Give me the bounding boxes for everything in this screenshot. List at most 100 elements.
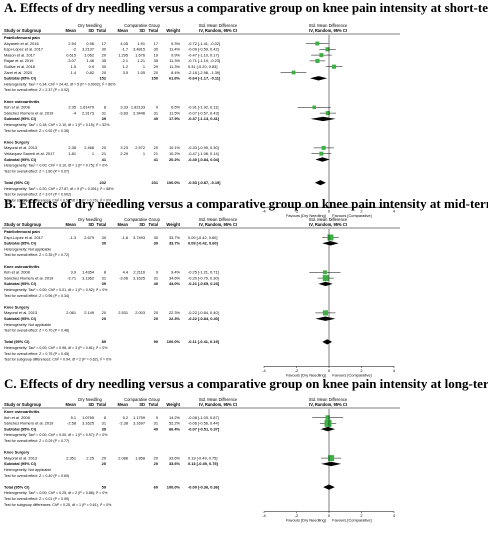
sd-1: 2.679 (84, 235, 94, 240)
total-2: 40 (154, 426, 158, 431)
subtotal-diamond (315, 157, 330, 162)
smd-ci-text: -0.22 [-0.84, 0.40] (188, 316, 220, 321)
total-2: 150 (152, 76, 159, 81)
mean-2: -3.83 (119, 110, 128, 115)
effect-square (328, 455, 335, 462)
mean-2: -1.6 (121, 235, 128, 240)
x-tick-label: 4 (393, 209, 396, 214)
total-1: 20 (102, 461, 106, 466)
subgroup-label: Patellofemoral pain (4, 35, 41, 40)
total-1: 30 (102, 241, 106, 246)
total-2: 20 (154, 145, 159, 150)
total-2: 29 (154, 64, 158, 69)
smd-ci-text: -0.47 [-1.08, 0.14] (188, 151, 219, 156)
stat-note: Test for overall effect: Z = 0.29 (P = 0… (4, 439, 69, 443)
header-mean-2: Mean (118, 28, 129, 33)
smd-ci-text: -0.22 [-0.84, 0.40] (188, 310, 219, 315)
total-1: 20 (102, 145, 107, 150)
study-label: Sánchez Romero et al. 2019 (4, 110, 53, 115)
subgroup-label: Patellofemoral pain (4, 229, 41, 234)
sd-2: 3.7493 (133, 235, 145, 240)
header-weight: Weight (166, 28, 180, 33)
total-1: 152 (100, 76, 107, 81)
favours-left-label: Favours [Dry Needling] (286, 518, 326, 523)
stat-note: Heterogeneity: Tau² = 0.00; Chi² = 0.10,… (4, 164, 108, 168)
smd-ci-text: 0.13 [-0.49, 0.75] (188, 455, 217, 460)
sd-1: 2.25 (86, 455, 94, 460)
total-2: 30 (154, 47, 159, 52)
mean-2: 4.4 (123, 270, 129, 275)
header-comparative-group: Comparative Group (124, 23, 160, 28)
panel-c-long-term: C. Effects of dry needling versus a comp… (2, 376, 488, 523)
smd-ci-text: -0.40 [-0.84, 0.04] (188, 157, 220, 162)
weight: 10.1% (169, 145, 181, 150)
header-sd-2: SD (139, 222, 145, 227)
total-1: 8 (104, 270, 106, 275)
total-1: 89 (102, 339, 107, 344)
total-2: 90 (154, 339, 158, 344)
sd-1: 2.466 (84, 145, 94, 150)
effect-square (319, 53, 324, 58)
effect-square (325, 47, 330, 52)
subgroup-label: Knee Surgery (4, 139, 30, 144)
sd-1: 0.96 (86, 41, 94, 46)
subgroup-label: Knee Surgery (4, 304, 30, 309)
header-smd-text: Std. Mean Difference (199, 397, 238, 402)
favours-right-label: Favours [Comparative] (332, 372, 371, 377)
mean-2: -3.06 (119, 275, 128, 280)
header-total-2: Total (149, 402, 158, 407)
subtotal-label: Subtotal (95% CI) (4, 461, 37, 466)
weight: 22.3% (169, 310, 181, 315)
header-dry-needling: Dry Needling (78, 23, 102, 28)
smd-ci-text: 0.09 [-0.42, 0.60] (188, 235, 217, 240)
stat-note: Test for overall effect: Z = 0.92 (P = 0… (4, 129, 69, 133)
total-2: 19 (154, 52, 158, 57)
total-2: 9 (156, 270, 158, 275)
subtotal-label: Subtotal (95% CI) (4, 426, 37, 431)
sd-1: 1.062 (84, 52, 94, 57)
study-label: Zarei et al. 2020 (4, 70, 33, 75)
header-mean-2: Mean (118, 402, 129, 407)
total-1: 39 (102, 426, 107, 431)
study-label: Sánchez Romero et al. 2019 (4, 275, 53, 280)
smd-ci-text: 0.31 [-0.20, 0.83] (188, 64, 217, 69)
sd-1: 1.61479 (80, 105, 94, 110)
mean-2: -2.38 (119, 421, 128, 426)
mean-1: 2.351 (66, 455, 76, 460)
sd-2: 1.858 (135, 455, 145, 460)
total-2: 41 (154, 157, 159, 162)
sd-1: 1 (92, 151, 94, 156)
total-1: 59 (102, 484, 107, 489)
subtotal-label: Subtotal (95% CI) (4, 316, 37, 321)
smd-ci-text: -0.09 [-0.59, 0.42] (188, 47, 219, 52)
weight: 66.4% (169, 426, 181, 431)
study-label: Mayoral et al. 2013 (4, 145, 37, 150)
mean-1: 1.4 (71, 70, 77, 75)
header-smd-plot-sub: IV, Random, 95% CI (309, 28, 347, 33)
subtotal-label: Subtotal (95% CI) (4, 157, 37, 162)
sd-2: 1 (143, 151, 145, 156)
mean-2: 4.05 (120, 41, 128, 46)
weight: 20.2% (169, 157, 181, 162)
stat-note: Heterogeneity: Not applicable (4, 468, 51, 472)
header-smd-plot-sub: IV, Random, 95% CI (309, 402, 347, 407)
subtotal-diamond (322, 241, 339, 246)
total-1: 31 (102, 110, 106, 115)
header-total-1: Total (97, 222, 106, 227)
mean-1: 1.81 (68, 151, 76, 156)
subtotal-label: Subtotal (95% CI) (4, 241, 37, 246)
total-2: 30 (154, 241, 158, 246)
weight: 34.6% (169, 275, 181, 280)
header-smd-text: Std. Mean Difference (199, 217, 238, 222)
x-tick-label: 2 (360, 209, 362, 214)
mean-2: -1.7 (121, 47, 128, 52)
weight: 8.4% (171, 70, 180, 75)
total-2: 35 (154, 58, 158, 63)
x-tick-label: -4 (262, 368, 266, 373)
header-study: Study or Subgroup (4, 222, 42, 227)
total-2: 20 (154, 316, 158, 321)
stat-note: Heterogeneity: Not applicable (4, 323, 51, 327)
subgroup-label: Knee osteoarthritis (4, 264, 39, 269)
mean-2: 2.29 (120, 151, 128, 156)
x-tick-label: 0 (328, 368, 331, 373)
